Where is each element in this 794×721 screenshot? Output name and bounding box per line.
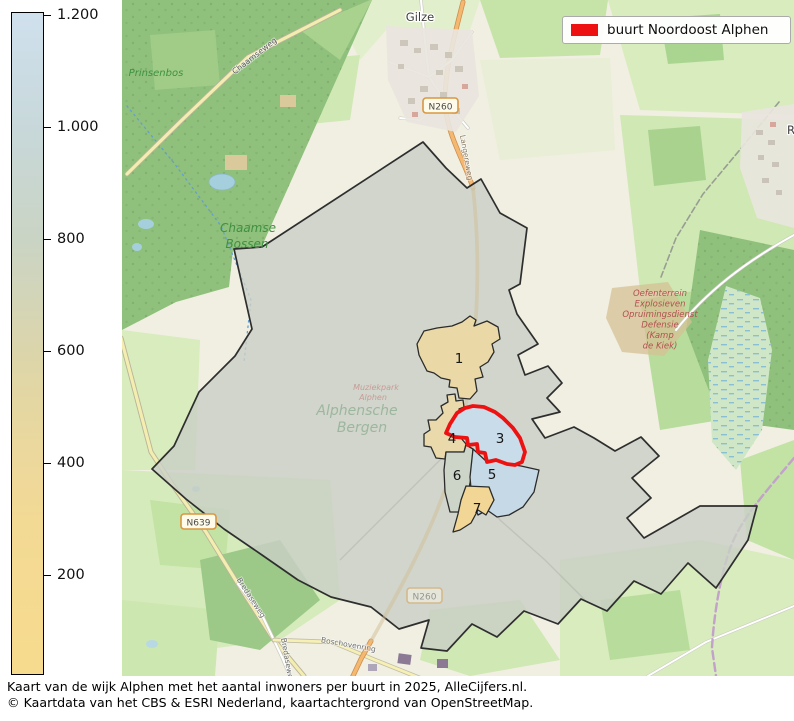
oefenterrein-area xyxy=(606,282,692,356)
municipal-boundary-dashes xyxy=(660,101,780,278)
park-label-line2: Alphen xyxy=(358,393,387,402)
caption-line-2: © Kaartdata van het CBS & ESRI Nederland… xyxy=(7,695,534,710)
buurt-7-label: 7 xyxy=(473,501,482,517)
colorbar-tick xyxy=(44,351,51,352)
caption-line-1: Kaart van de wijk Alphen met het aantal … xyxy=(7,679,528,694)
n260-badge: N260 xyxy=(422,97,459,114)
buurt-5-label: 5 xyxy=(488,467,497,483)
oefenterrein-label: Oefenterrein Explosieven Opruimingsdiens… xyxy=(622,289,698,352)
oefenterrein-line: Explosieven xyxy=(634,300,685,310)
colorbar-tick xyxy=(44,15,51,16)
chaamse-bossen-label-line1: Chaamse xyxy=(220,221,276,235)
buurt-3-polygon-highlighted xyxy=(444,404,527,467)
legend-box: buurt Noordoost Alphen xyxy=(562,16,791,44)
buurt-1-polygon xyxy=(416,315,501,400)
water-layer xyxy=(132,173,772,648)
colorbar-tick-label: 800 xyxy=(57,231,85,247)
colorbar-tick-label: 200 xyxy=(57,567,85,583)
colorbar-gradient xyxy=(11,12,44,675)
colorbar-tick xyxy=(44,239,51,240)
park-label-line1: Muziekpark xyxy=(353,383,399,392)
colorbar-tick xyxy=(44,463,51,464)
population-colorbar: 1.200 1.000 800 600 400 200 xyxy=(11,8,121,675)
marsh-pattern xyxy=(708,286,772,470)
n639-badge-text: N639 xyxy=(187,519,211,529)
n260-badge-faint-text: N260 xyxy=(413,593,437,603)
map-canvas: 1 3 4 5 6 7 Gilze R Chaamseweg Prinsenbo… xyxy=(122,0,794,676)
buurt-4-label: 4 xyxy=(448,431,457,447)
colorbar-tick-label: 1.000 xyxy=(57,119,99,135)
legend-swatch xyxy=(571,24,598,36)
boschovenring-road xyxy=(272,638,419,676)
oefenterrein-line: Defensie xyxy=(641,321,678,331)
legend-label: buurt Noordoost Alphen xyxy=(607,22,769,38)
oefenterrein-line: de Kiek) xyxy=(643,342,678,352)
buurt-3-label: 3 xyxy=(496,431,505,447)
gilze-label: Gilze xyxy=(406,10,434,24)
oefenterrein-line: Oefenterrein xyxy=(633,289,687,299)
oefenterrein-line: Opruimingsdienst xyxy=(622,310,698,320)
oefenterrein-line: (Kamp xyxy=(646,331,673,341)
n260-badge-text: N260 xyxy=(429,103,453,113)
colorbar-tick xyxy=(44,127,51,128)
n260-badge-faint: N260 xyxy=(406,587,443,604)
colorbar-tick xyxy=(44,575,51,576)
colorbar-tick-label: 600 xyxy=(57,343,85,359)
buurt-number-layer: 1 3 4 5 6 7 xyxy=(448,351,505,517)
buurt-7-polygon xyxy=(452,485,495,533)
riel-label: R xyxy=(787,123,794,137)
chaamseweg-road xyxy=(125,8,342,176)
prinsenbos-label: Prinsenbos xyxy=(129,68,184,79)
buurt-1-label: 1 xyxy=(455,351,464,367)
buurt-layer xyxy=(416,315,540,533)
forest-pond xyxy=(208,173,236,191)
chaamse-bossen-label-line2: Bossen xyxy=(225,237,268,251)
colorbar-tick-label: 400 xyxy=(57,455,85,471)
alphensche-bergen-label-line1: Alphensche xyxy=(315,403,397,419)
buurt-6-label: 6 xyxy=(453,468,462,484)
riel-builtup-area xyxy=(740,104,794,228)
n639-badge: N639 xyxy=(180,513,217,530)
bredaseweg-road xyxy=(236,582,292,676)
alphensche-bergen-label-line2: Bergen xyxy=(337,420,387,436)
colorbar-tick-label: 1.200 xyxy=(57,7,99,23)
